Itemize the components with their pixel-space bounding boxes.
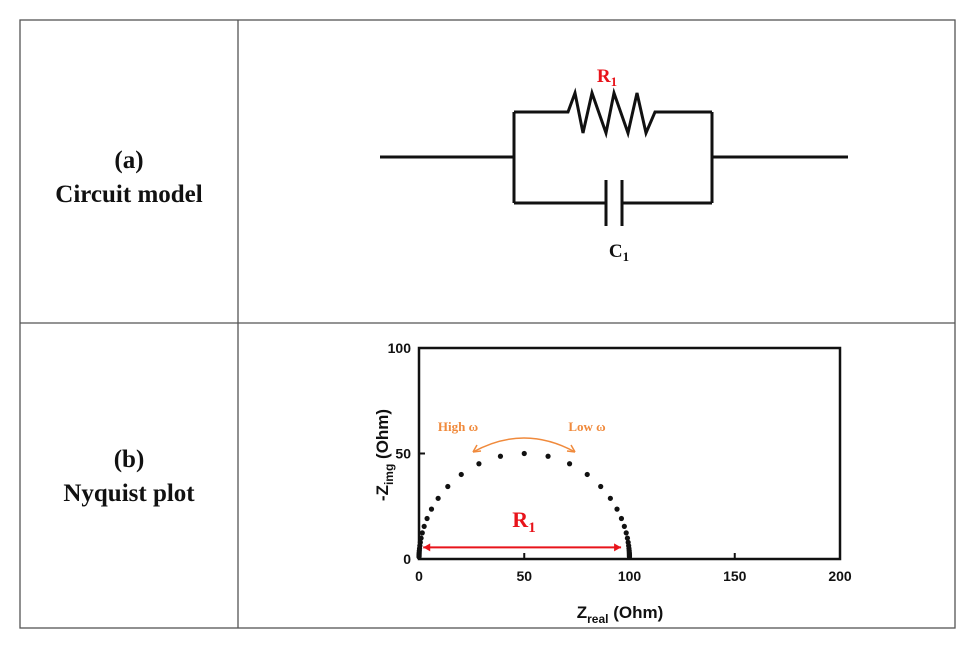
data-point: [621, 523, 627, 529]
data-point: [624, 535, 631, 541]
data-point: [418, 535, 424, 541]
row-b-label: Nyquist plot: [63, 480, 195, 507]
data-point: [428, 506, 435, 512]
y-tick-label: 100: [388, 340, 412, 356]
data-point: [521, 450, 527, 457]
data-point: [607, 495, 613, 501]
data-point: [623, 530, 629, 536]
data-point: [419, 530, 425, 536]
row-b-tag: (b): [114, 446, 145, 473]
x-tick-label: 150: [723, 568, 747, 584]
data-point: [614, 506, 620, 512]
plot-frame: [417, 346, 842, 561]
arrowhead-left-icon: [472, 444, 482, 453]
data-point: [458, 471, 464, 478]
y-tick-label: 0: [403, 551, 411, 567]
capacitor-label: C1: [609, 241, 629, 264]
x-axis-label: Zreal (Ohm): [577, 603, 664, 626]
data-point: [625, 539, 631, 545]
data-point: [416, 554, 422, 560]
data-point: [584, 471, 590, 478]
data-point: [445, 483, 451, 490]
x-tick-label: 0: [415, 568, 423, 584]
x-tick-label: 50: [516, 568, 532, 584]
frequency-direction-arrow: [472, 437, 576, 453]
arrowhead-left-icon: [423, 543, 431, 552]
low-frequency-label: Low ω: [568, 419, 605, 434]
high-frequency-label: High ω: [438, 419, 478, 434]
data-point: [435, 495, 441, 501]
data-point: [545, 453, 551, 459]
resistor-label: R1: [597, 66, 617, 89]
data-point: [618, 515, 625, 522]
table-border: [19, 19, 956, 629]
x-tick-label: 100: [618, 568, 642, 584]
data-point: [424, 515, 430, 522]
row-a-label: Circuit model: [55, 181, 202, 208]
data-point: [497, 453, 504, 459]
circuit-diagram: [380, 87, 848, 226]
data-point: [421, 523, 427, 529]
data-point: [566, 461, 573, 467]
data-point: [598, 483, 604, 490]
x-tick-label: 200: [828, 568, 852, 584]
arrowhead-right-icon: [566, 444, 576, 453]
y-tick-label: 50: [395, 446, 411, 462]
row-a-tag: (a): [114, 147, 143, 174]
resistor-symbol: [514, 87, 712, 139]
y-axis-label: -Zimg (Ohm): [373, 409, 396, 501]
nyquist-plot: 0 50 100 150 200 0 50 100 Zreal (Ohm) -Zimg (Oh…: [373, 340, 852, 626]
arrowhead-right-icon: [614, 543, 622, 552]
diameter-arrow: [423, 543, 622, 552]
data-point: [476, 461, 482, 467]
diameter-label: R1: [512, 507, 535, 536]
